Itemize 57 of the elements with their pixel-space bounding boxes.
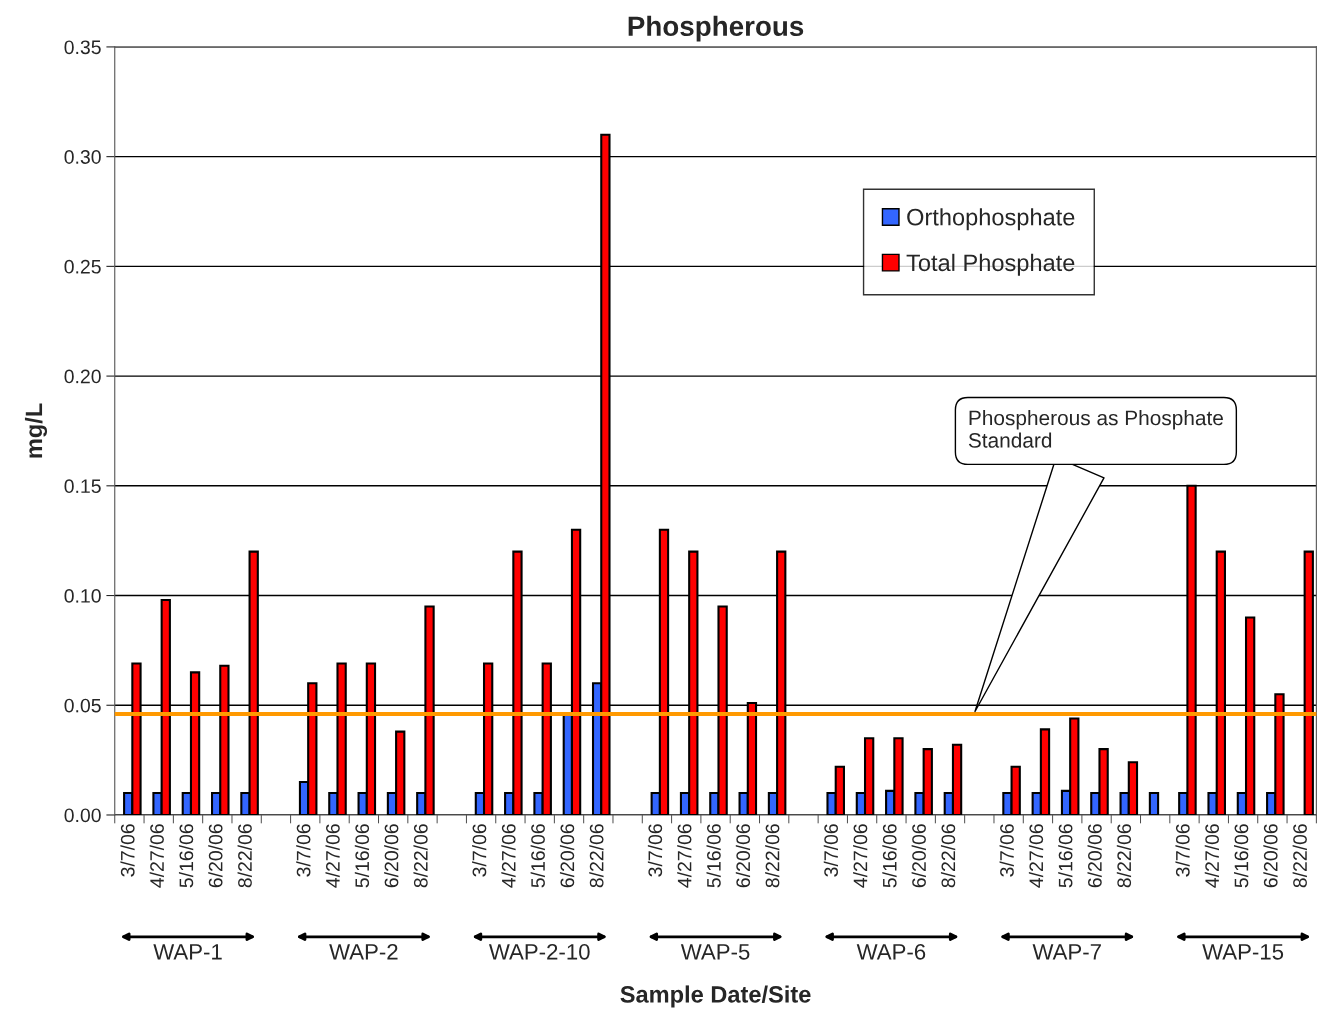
x-tick-label: 4/27/06 bbox=[501, 824, 516, 888]
y-tick-label: 0.05 bbox=[64, 698, 101, 713]
x-tick-label: 3/7/06 bbox=[823, 824, 839, 877]
x-tick-label: 6/20/06 bbox=[384, 824, 399, 888]
x-tick-label: 6/20/06 bbox=[911, 824, 926, 888]
x-tick-label: 5/16/06 bbox=[706, 824, 721, 888]
x-tick-label: 6/20/06 bbox=[208, 824, 223, 888]
x-tick-label: 6/20/06 bbox=[559, 824, 575, 888]
legend-label: Total Phosphate bbox=[906, 253, 1075, 276]
x-tick-label: 5/16/06 bbox=[530, 824, 545, 888]
chart-title: Phospherous bbox=[628, 15, 804, 42]
x-tick-label: 8/22/06 bbox=[765, 824, 780, 888]
x-tick-label: 5/16/06 bbox=[1058, 824, 1073, 888]
annotation: Phospherous as Phosphate Standard bbox=[968, 410, 1223, 448]
x-tick-label: 3/7/06 bbox=[1175, 824, 1190, 877]
x-tick-label: 5/16/06 bbox=[882, 824, 897, 888]
x-tick-label: 4/27/06 bbox=[677, 824, 692, 888]
x-axis-title: Sample Date/Site bbox=[620, 985, 811, 1008]
y-tick-label: 0.30 bbox=[64, 150, 101, 164]
x-tick-label: 3/7/06 bbox=[296, 824, 311, 877]
x-tick-label: 6/20/06 bbox=[1087, 824, 1102, 888]
y-tick-label: 0.00 bbox=[64, 808, 101, 823]
x-tick-label: 6/20/06 bbox=[735, 824, 751, 888]
x-tick-label: 5/16/06 bbox=[178, 824, 194, 888]
y-tick-label: 0.20 bbox=[64, 369, 101, 384]
x-tick-label: 8/22/06 bbox=[940, 824, 956, 888]
y-tick-label: 0.10 bbox=[64, 589, 101, 603]
text: WAP-7 bbox=[1032, 944, 1101, 960]
x-tick-label: 5/16/06 bbox=[1234, 824, 1249, 888]
y-tick-label: 0.35 bbox=[64, 40, 101, 55]
x-tick-label: 8/22/06 bbox=[413, 824, 428, 888]
legend-label: Orthophosphate bbox=[907, 208, 1075, 231]
x-tick-label: 8/22/06 bbox=[589, 824, 604, 888]
x-tick-label: 4/27/06 bbox=[1028, 824, 1044, 888]
x-tick-label: 3/7/06 bbox=[999, 824, 1014, 877]
x-tick-label: 5/16/06 bbox=[354, 824, 370, 888]
text: WAP-5 bbox=[680, 944, 750, 960]
y-tick-label: 0.15 bbox=[64, 479, 101, 494]
text: WAP-1 bbox=[153, 944, 222, 960]
text: WAP-6 bbox=[856, 943, 926, 960]
bar bbox=[1148, 792, 1160, 815]
x-tick-label: 3/7/06 bbox=[647, 824, 663, 877]
x-tick-label: 8/22/06 bbox=[237, 824, 252, 888]
x-tick-label: 3/7/06 bbox=[472, 824, 487, 877]
x-tick-label: 4/27/06 bbox=[149, 824, 164, 888]
x-tick-label: 3/7/06 bbox=[120, 824, 135, 877]
y-tick-label: 0.25 bbox=[64, 259, 101, 274]
x-tick-label: 4/27/06 bbox=[325, 824, 340, 888]
text: WAP-15 bbox=[1202, 944, 1284, 960]
x-tick-label: 4/27/06 bbox=[1204, 824, 1220, 888]
x-tick-label: 6/20/06 bbox=[1263, 824, 1278, 888]
x-tick-label: 4/27/06 bbox=[853, 824, 868, 888]
text: WAP-2 bbox=[329, 943, 398, 960]
text: WAP-2-10 bbox=[488, 943, 590, 960]
y-axis-title: mg/L bbox=[24, 403, 48, 458]
x-tick-label: 8/22/06 bbox=[1292, 824, 1307, 888]
x-tick-label: 8/22/06 bbox=[1116, 824, 1132, 888]
